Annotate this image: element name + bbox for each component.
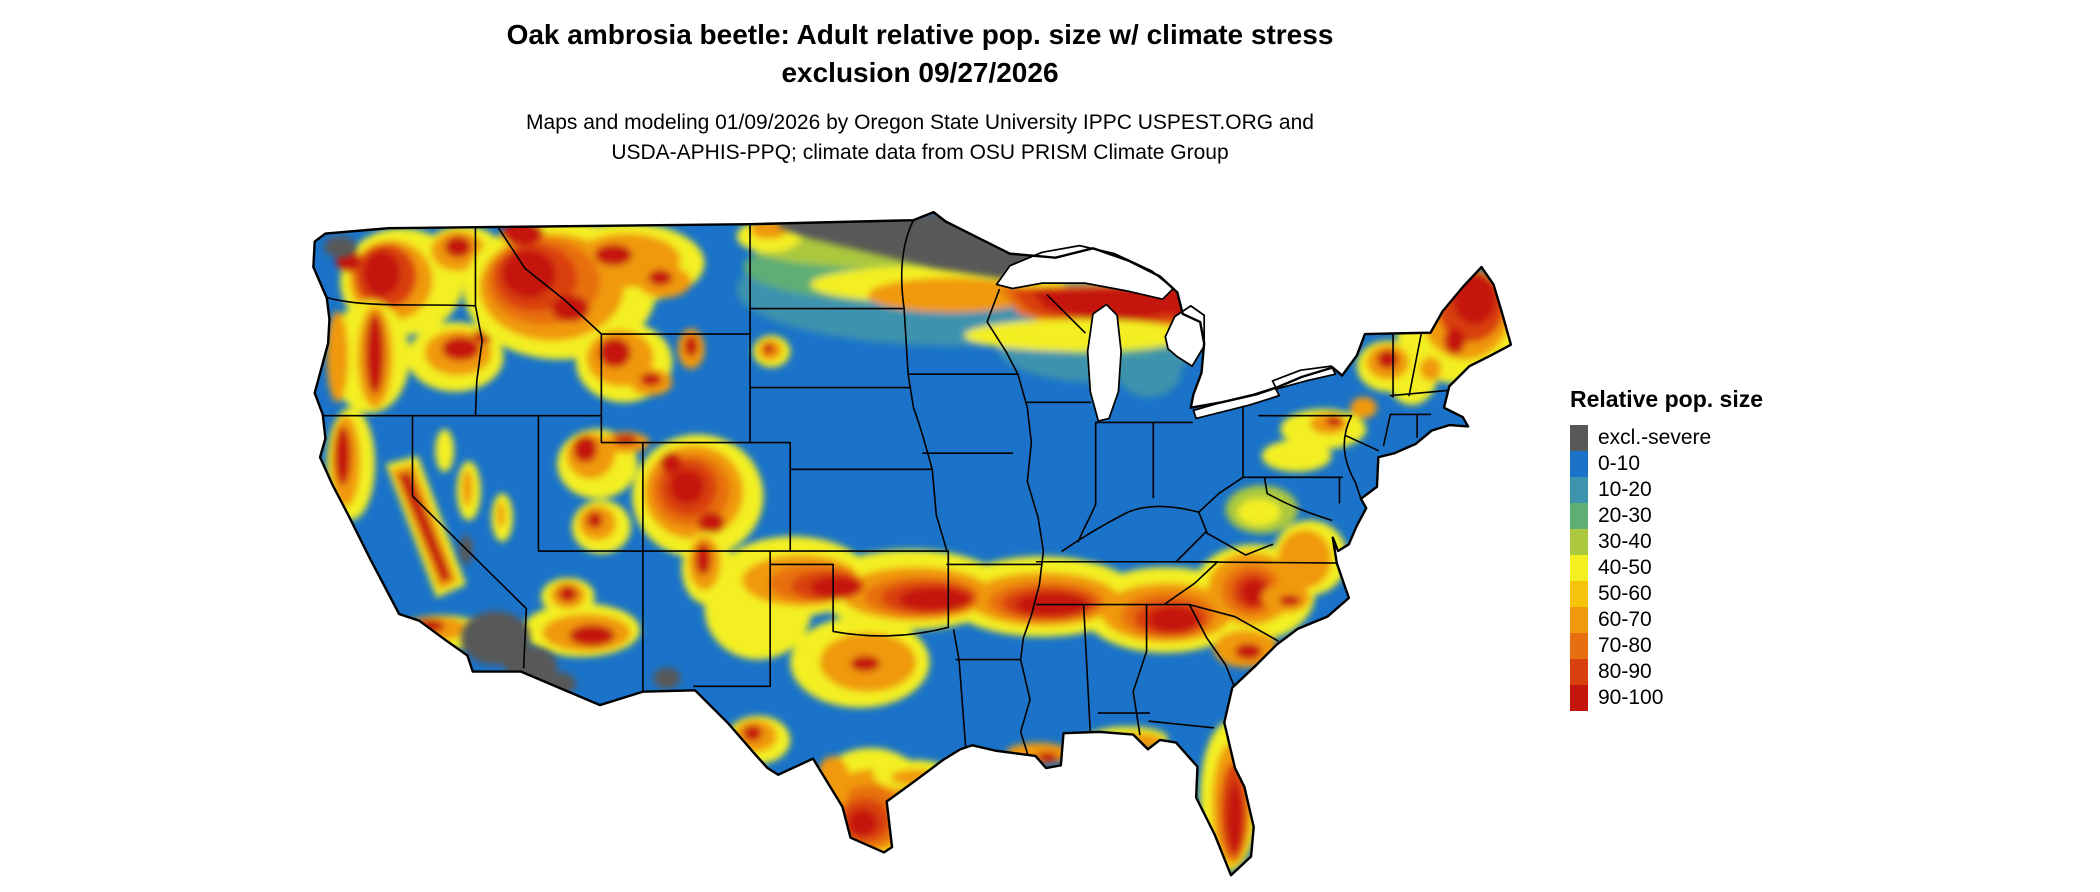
legend-entry: excl.-severe xyxy=(1570,425,1870,451)
state-borders xyxy=(323,219,1451,755)
us-map xyxy=(308,206,1527,884)
page-title-line1: Oak ambrosia beetle: Adult relative pop.… xyxy=(506,19,1334,50)
legend-swatch xyxy=(1570,633,1588,659)
legend-entry: 10-20 xyxy=(1570,477,1870,503)
legend-swatch xyxy=(1570,425,1588,451)
population-raster-blobs xyxy=(326,220,1511,872)
legend-entry-label: 70-80 xyxy=(1598,634,1652,657)
legend-entry: 20-30 xyxy=(1570,503,1870,529)
legend-swatch xyxy=(1570,529,1588,555)
legend-entry-label: 60-70 xyxy=(1598,608,1652,631)
legend-entry: 70-80 xyxy=(1570,633,1870,659)
legend-entry: 40-50 xyxy=(1570,555,1870,581)
legend-swatch xyxy=(1570,607,1588,633)
us-outline xyxy=(312,210,1513,877)
legend-entries: excl.-severe 0-10 10-20 20-30 30-40 40-50 50-6… xyxy=(1570,425,1870,711)
legend-swatch xyxy=(1570,477,1588,503)
legend-entry: 30-40 xyxy=(1570,529,1870,555)
subtitle: Maps and modeling 01/09/2026 by Oregon S… xyxy=(0,108,1840,169)
legend-swatch xyxy=(1570,659,1588,685)
page-title-line2: exclusion 09/27/2026 xyxy=(781,56,1059,88)
legend-title: Relative pop. size xyxy=(1570,386,1764,412)
legend-entry-label: 10-20 xyxy=(1598,478,1652,501)
legend-entry-label: 90-100 xyxy=(1598,686,1664,709)
legend-entry: 0-10 xyxy=(1570,451,1870,477)
lake-michigan xyxy=(1086,303,1122,422)
us-map-svg xyxy=(312,210,1513,877)
subtitle-line2: USDA-APHIS-PPQ; climate data from OSU PR… xyxy=(611,141,1229,165)
legend-swatch xyxy=(1570,581,1588,607)
legend-entry: 60-70 xyxy=(1570,607,1870,633)
legend-swatch xyxy=(1570,555,1588,581)
legend-swatch xyxy=(1570,685,1588,711)
legend-entry: 90-100 xyxy=(1570,685,1870,711)
subtitle-line1: Maps and modeling 01/09/2026 by Oregon S… xyxy=(526,110,1314,134)
legend: Relative pop. size excl.-severe 0-10 10-20… xyxy=(1570,386,1870,711)
legend-swatch xyxy=(1570,503,1588,529)
legend-entry-label: 80-90 xyxy=(1598,660,1652,683)
legend-entry-label: 0-10 xyxy=(1598,452,1641,475)
legend-entry-label: excl.-severe xyxy=(1598,426,1712,449)
legend-entry-label: 50-60 xyxy=(1598,582,1652,605)
legend-entry: 50-60 xyxy=(1570,581,1870,607)
legend-swatch xyxy=(1570,451,1588,477)
legend-entry-label: 30-40 xyxy=(1598,530,1652,553)
legend-entry-label: 40-50 xyxy=(1598,556,1652,579)
legend-entry: 80-90 xyxy=(1570,659,1870,685)
legend-entry-label: 20-30 xyxy=(1598,504,1652,527)
header: Oak ambrosia beetle: Adult relative pop.… xyxy=(0,16,1840,168)
